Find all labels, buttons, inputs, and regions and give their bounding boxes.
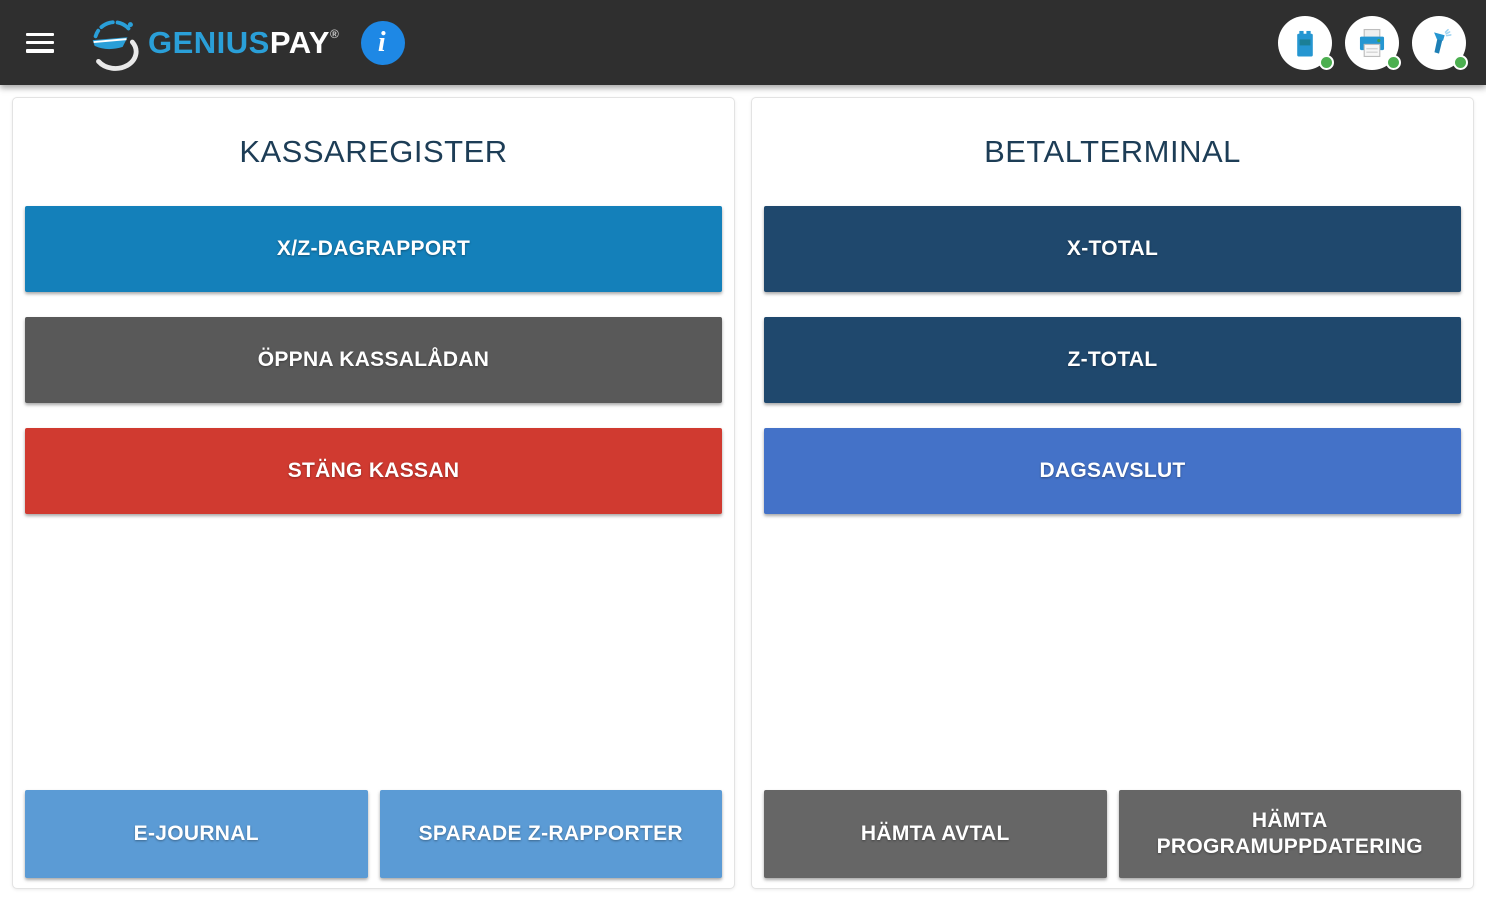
panel-betalterminal: BETALTERMINAL X-TOTAL Z-TOTAL DAGSAVSLUT… [751,97,1474,889]
z-total-button[interactable]: Z-TOTAL [764,317,1461,403]
hamta-programuppdatering-button[interactable]: HÄMTA PROGRAMUPPDATERING [1118,790,1461,878]
xz-dagrapport-button[interactable]: X/Z-DAGRAPPORT [25,206,722,292]
dagsavslut-button[interactable]: DAGSAVSLUT [764,428,1461,514]
oppna-kassaladan-button[interactable]: ÖPPNA KASSALÅDAN [25,317,722,403]
barcode-scanner-status-button[interactable] [1412,15,1468,70]
barcode-scanner-icon [1434,28,1452,54]
printer-status-button[interactable] [1345,15,1401,70]
brand-genius-text: GENIUS [148,24,270,60]
payment-terminal-status-dot [1319,54,1334,70]
info-icon: i [377,26,386,58]
payment-terminal-icon [1297,30,1313,56]
sparade-z-rapporter-button[interactable]: SPARADE Z-RAPPORTER [379,790,722,878]
x-total-button[interactable]: X-TOTAL [764,206,1461,292]
info-button[interactable]: i [361,20,406,65]
kassaregister-title: KASSAREGISTER [239,134,508,169]
main-content: KASSAREGISTER X/Z-DAGRAPPORT ÖPPNA KASSA… [0,85,1486,900]
betalterminal-spacer [752,514,1473,790]
menu-icon[interactable] [26,32,54,53]
brand-wordmark: GENIUS PAY ® [148,25,339,61]
betalterminal-title: BETALTERMINAL [984,134,1241,169]
hamta-avtal-button[interactable]: HÄMTA AVTAL [764,790,1107,878]
geniuspay-logo-icon [92,19,139,71]
barcode-scanner-status-dot [1453,54,1468,70]
printer-icon [1359,28,1385,57]
device-status-icons [1278,15,1468,70]
kassaregister-footer-row: E-JOURNAL SPARADE Z-RAPPORTER [25,790,722,878]
e-journal-button[interactable]: E-JOURNAL [25,790,368,878]
brand: GENIUS PAY ® [84,14,339,72]
printer-status-dot [1386,54,1401,70]
kassaregister-button-stack: X/Z-DAGRAPPORT ÖPPNA KASSALÅDAN STÄNG KA… [25,206,722,514]
payment-terminal-status-button[interactable] [1278,15,1334,70]
app-header: GENIUS PAY ® i [0,0,1486,85]
betalterminal-footer-row: HÄMTA AVTAL HÄMTA PROGRAMUPPDATERING [764,790,1461,878]
brand-pay-text: PAY [269,24,330,60]
panel-kassaregister: KASSAREGISTER X/Z-DAGRAPPORT ÖPPNA KASSA… [12,97,735,889]
betalterminal-button-stack: X-TOTAL Z-TOTAL DAGSAVSLUT [764,206,1461,514]
brand-registered-mark: ® [329,26,340,41]
kassaregister-spacer [13,514,734,790]
stang-kassan-button[interactable]: STÄNG KASSAN [25,428,722,514]
